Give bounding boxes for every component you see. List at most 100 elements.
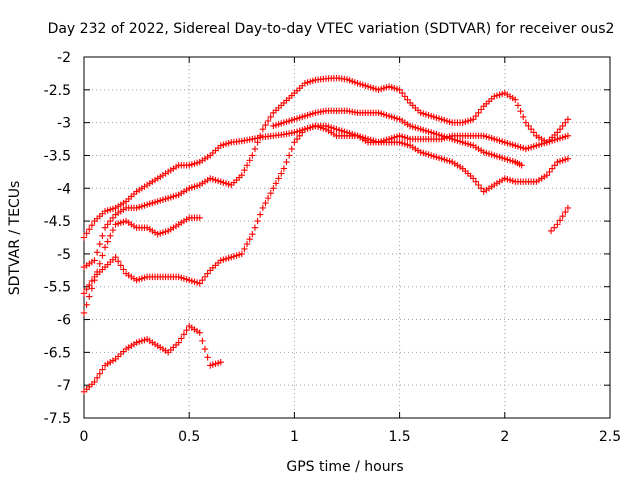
- data-point: [522, 119, 530, 126]
- data-point: [275, 175, 282, 182]
- data-point: [259, 204, 267, 212]
- data-point: [83, 285, 90, 293]
- data-point: [175, 339, 182, 346]
- data-point: [204, 354, 211, 361]
- data-point: [112, 253, 119, 261]
- data-point: [117, 262, 125, 269]
- series-6: [80, 322, 224, 395]
- data-point: [564, 204, 572, 212]
- data-point: [477, 185, 485, 192]
- data-point: [93, 249, 101, 256]
- x-axis-label: GPS time / hours: [286, 459, 403, 475]
- data-point: [86, 281, 93, 289]
- data-point: [264, 194, 272, 202]
- data-point: [472, 178, 480, 185]
- data-point: [285, 152, 293, 159]
- series-4: [80, 214, 203, 317]
- data-point: [241, 245, 248, 253]
- data-point: [299, 129, 306, 136]
- data-point: [475, 181, 482, 189]
- series-1: [80, 74, 572, 271]
- data-point: [280, 165, 288, 172]
- data-point: [554, 221, 561, 228]
- x-tick-labels: 0 0.5 1 1.5 2 2.5: [80, 429, 622, 445]
- data-point: [283, 158, 290, 166]
- y-axis-label: SDTVAR / TECUs: [7, 181, 23, 296]
- y-tick-label: -6: [57, 313, 71, 329]
- data-point: [264, 117, 272, 125]
- data-point: [477, 106, 485, 113]
- data-point: [104, 221, 111, 228]
- data-point: [93, 268, 101, 276]
- data-point: [241, 167, 248, 174]
- data-point: [556, 126, 564, 133]
- y-tick-label: -3.5: [44, 148, 71, 164]
- data-point: [517, 107, 524, 115]
- data-point: [83, 301, 90, 308]
- x-tick-label: 2: [500, 429, 509, 445]
- data-point: [114, 258, 122, 265]
- data-point: [91, 276, 98, 284]
- data-point: [530, 129, 537, 136]
- data-point: [246, 235, 253, 243]
- data-point: [201, 345, 209, 353]
- data-point: [180, 331, 188, 338]
- data-point: [559, 212, 566, 220]
- data-point: [201, 273, 209, 281]
- data-point: [401, 93, 409, 100]
- series-7: [547, 204, 572, 235]
- data-point: [93, 374, 101, 381]
- data-point: [246, 157, 253, 164]
- x-tick-label: 0.5: [178, 429, 200, 445]
- data-point: [217, 359, 224, 366]
- data-point: [254, 217, 261, 225]
- data-point: [107, 232, 114, 240]
- data-point: [291, 139, 298, 146]
- data-point: [120, 266, 127, 273]
- data-point: [251, 224, 259, 231]
- data-point: [262, 121, 269, 129]
- data-point: [109, 214, 117, 222]
- chart-title: Day 232 of 2022, Sidereal Day-to-day VTE…: [48, 21, 615, 37]
- data-point: [546, 168, 553, 176]
- data-point: [562, 119, 569, 126]
- data-point: [564, 132, 572, 139]
- y-tick-label: -4.5: [44, 214, 71, 230]
- data-point: [562, 208, 569, 216]
- data-point: [83, 230, 90, 237]
- data-point: [525, 122, 532, 130]
- data-point: [293, 135, 301, 143]
- data-point: [547, 227, 555, 235]
- data-point: [204, 270, 211, 277]
- y-tick-labels: -2 -2.5 -3 -3.5 -4 -4.5 -5 -5.5 -6 -6.5 -7 -7.5: [44, 50, 71, 427]
- data-point: [99, 366, 106, 373]
- data-point: [470, 116, 477, 123]
- series-3: [80, 122, 572, 297]
- data-point: [257, 211, 264, 218]
- data-point: [556, 217, 564, 224]
- data-point: [514, 102, 522, 109]
- data-point: [564, 155, 572, 162]
- y-tick-label: -5: [57, 247, 71, 263]
- data-point: [243, 162, 251, 169]
- data-point: [470, 175, 477, 182]
- data-point: [554, 129, 561, 136]
- series-layer: [80, 74, 572, 395]
- data-point: [86, 226, 93, 233]
- data-point: [267, 189, 274, 197]
- x-tick-label: 0: [80, 429, 89, 445]
- data-point: [551, 162, 558, 169]
- data-point: [288, 145, 295, 153]
- data-point: [80, 290, 88, 297]
- data-point: [249, 152, 256, 159]
- y-tick-label: -3: [57, 116, 71, 132]
- data-point: [101, 244, 109, 251]
- data-point: [101, 224, 109, 231]
- data-point: [80, 309, 88, 317]
- data-point: [196, 280, 203, 287]
- data-point: [472, 112, 480, 120]
- data-point: [88, 221, 96, 229]
- y-tick-label: -7.5: [44, 411, 71, 427]
- data-point: [109, 226, 117, 234]
